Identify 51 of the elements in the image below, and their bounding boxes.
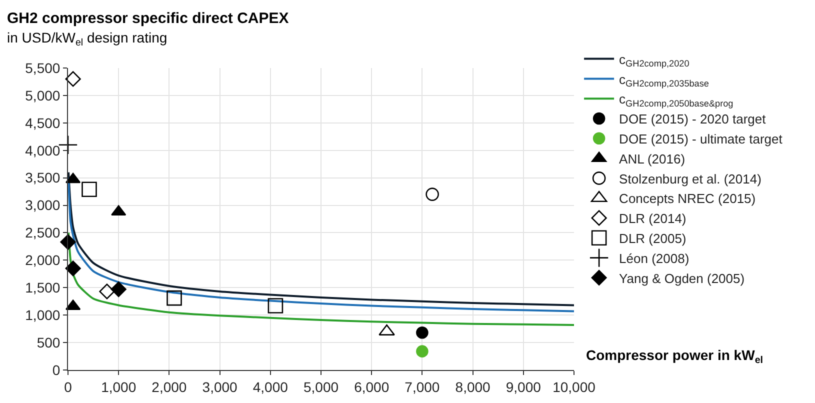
x-tick-label: 5,000 <box>303 378 339 395</box>
point <box>166 290 182 306</box>
x-tick-label: 10,000 <box>552 378 596 395</box>
point <box>268 298 284 314</box>
legend-label: DOE (2015) - ultimate target <box>619 131 783 146</box>
y-tick-label: 1,000 <box>25 306 60 323</box>
legend-label: Yang & Ogden (2005) <box>619 270 745 286</box>
legend-label: DLR (2005) <box>619 230 686 246</box>
legend-label: ANL (2016) <box>619 151 686 166</box>
y-tick-label: 3,000 <box>25 197 60 214</box>
legend-label: Concepts NREC (2015) <box>619 191 756 206</box>
point <box>99 284 115 300</box>
x-tick-label: 9,000 <box>506 378 542 395</box>
point <box>60 234 76 250</box>
y-tick-label: 1,500 <box>25 280 60 296</box>
point <box>416 326 428 339</box>
legend-label: DOE (2015) - 2020 target <box>619 112 766 127</box>
chart-subtitle: in USD/kW$_{el}$ design rating <box>7 30 168 48</box>
legend-label: Stolzenburg et al. (2014) <box>619 171 762 186</box>
legend-label: c$_{GH2comp,2050base&prog}$ <box>619 92 734 108</box>
x-tick-label: 1,000 <box>101 378 136 395</box>
x-axis-title: Compressor power in kW$_{el}$ <box>586 347 764 366</box>
point <box>82 182 97 197</box>
y-tick-label: 500 <box>36 334 60 350</box>
y-tick-label: 3,500 <box>25 170 60 186</box>
point <box>65 260 81 276</box>
point <box>58 135 78 155</box>
legend-label: Léon (2008) <box>619 250 690 266</box>
point <box>426 188 439 201</box>
x-tick-label: 6,000 <box>354 378 390 395</box>
legend-label: c$_{GH2comp,2020}$ <box>619 52 690 69</box>
x-tick-label: 3,000 <box>202 378 238 395</box>
x-tick-label: 7,000 <box>404 378 440 395</box>
x-tick-label: 0 <box>64 378 72 395</box>
x-tick-label: 4,000 <box>252 378 288 395</box>
x-tick-label: 2,000 <box>152 378 187 395</box>
y-tick-label: 5,000 <box>25 87 60 104</box>
y-tick-label: 0 <box>52 362 60 378</box>
legend-label: c$_{GH2comp,2035base}$ <box>619 72 709 88</box>
chart-title: GH2 compressor specific direct CAPEX <box>7 10 289 27</box>
y-tick-label: 4,500 <box>25 114 60 131</box>
y-tick-label: 5,500 <box>25 60 60 76</box>
point <box>65 71 81 87</box>
y-tick-label: 4,000 <box>25 142 60 158</box>
y-tick-label: 2,500 <box>25 224 60 241</box>
point <box>111 205 126 216</box>
x-tick-label: 8,000 <box>455 378 491 395</box>
legend-label: DLR (2014) <box>619 211 686 226</box>
y-tick-label: 2,000 <box>25 252 60 268</box>
point <box>416 345 428 358</box>
point <box>110 281 126 298</box>
